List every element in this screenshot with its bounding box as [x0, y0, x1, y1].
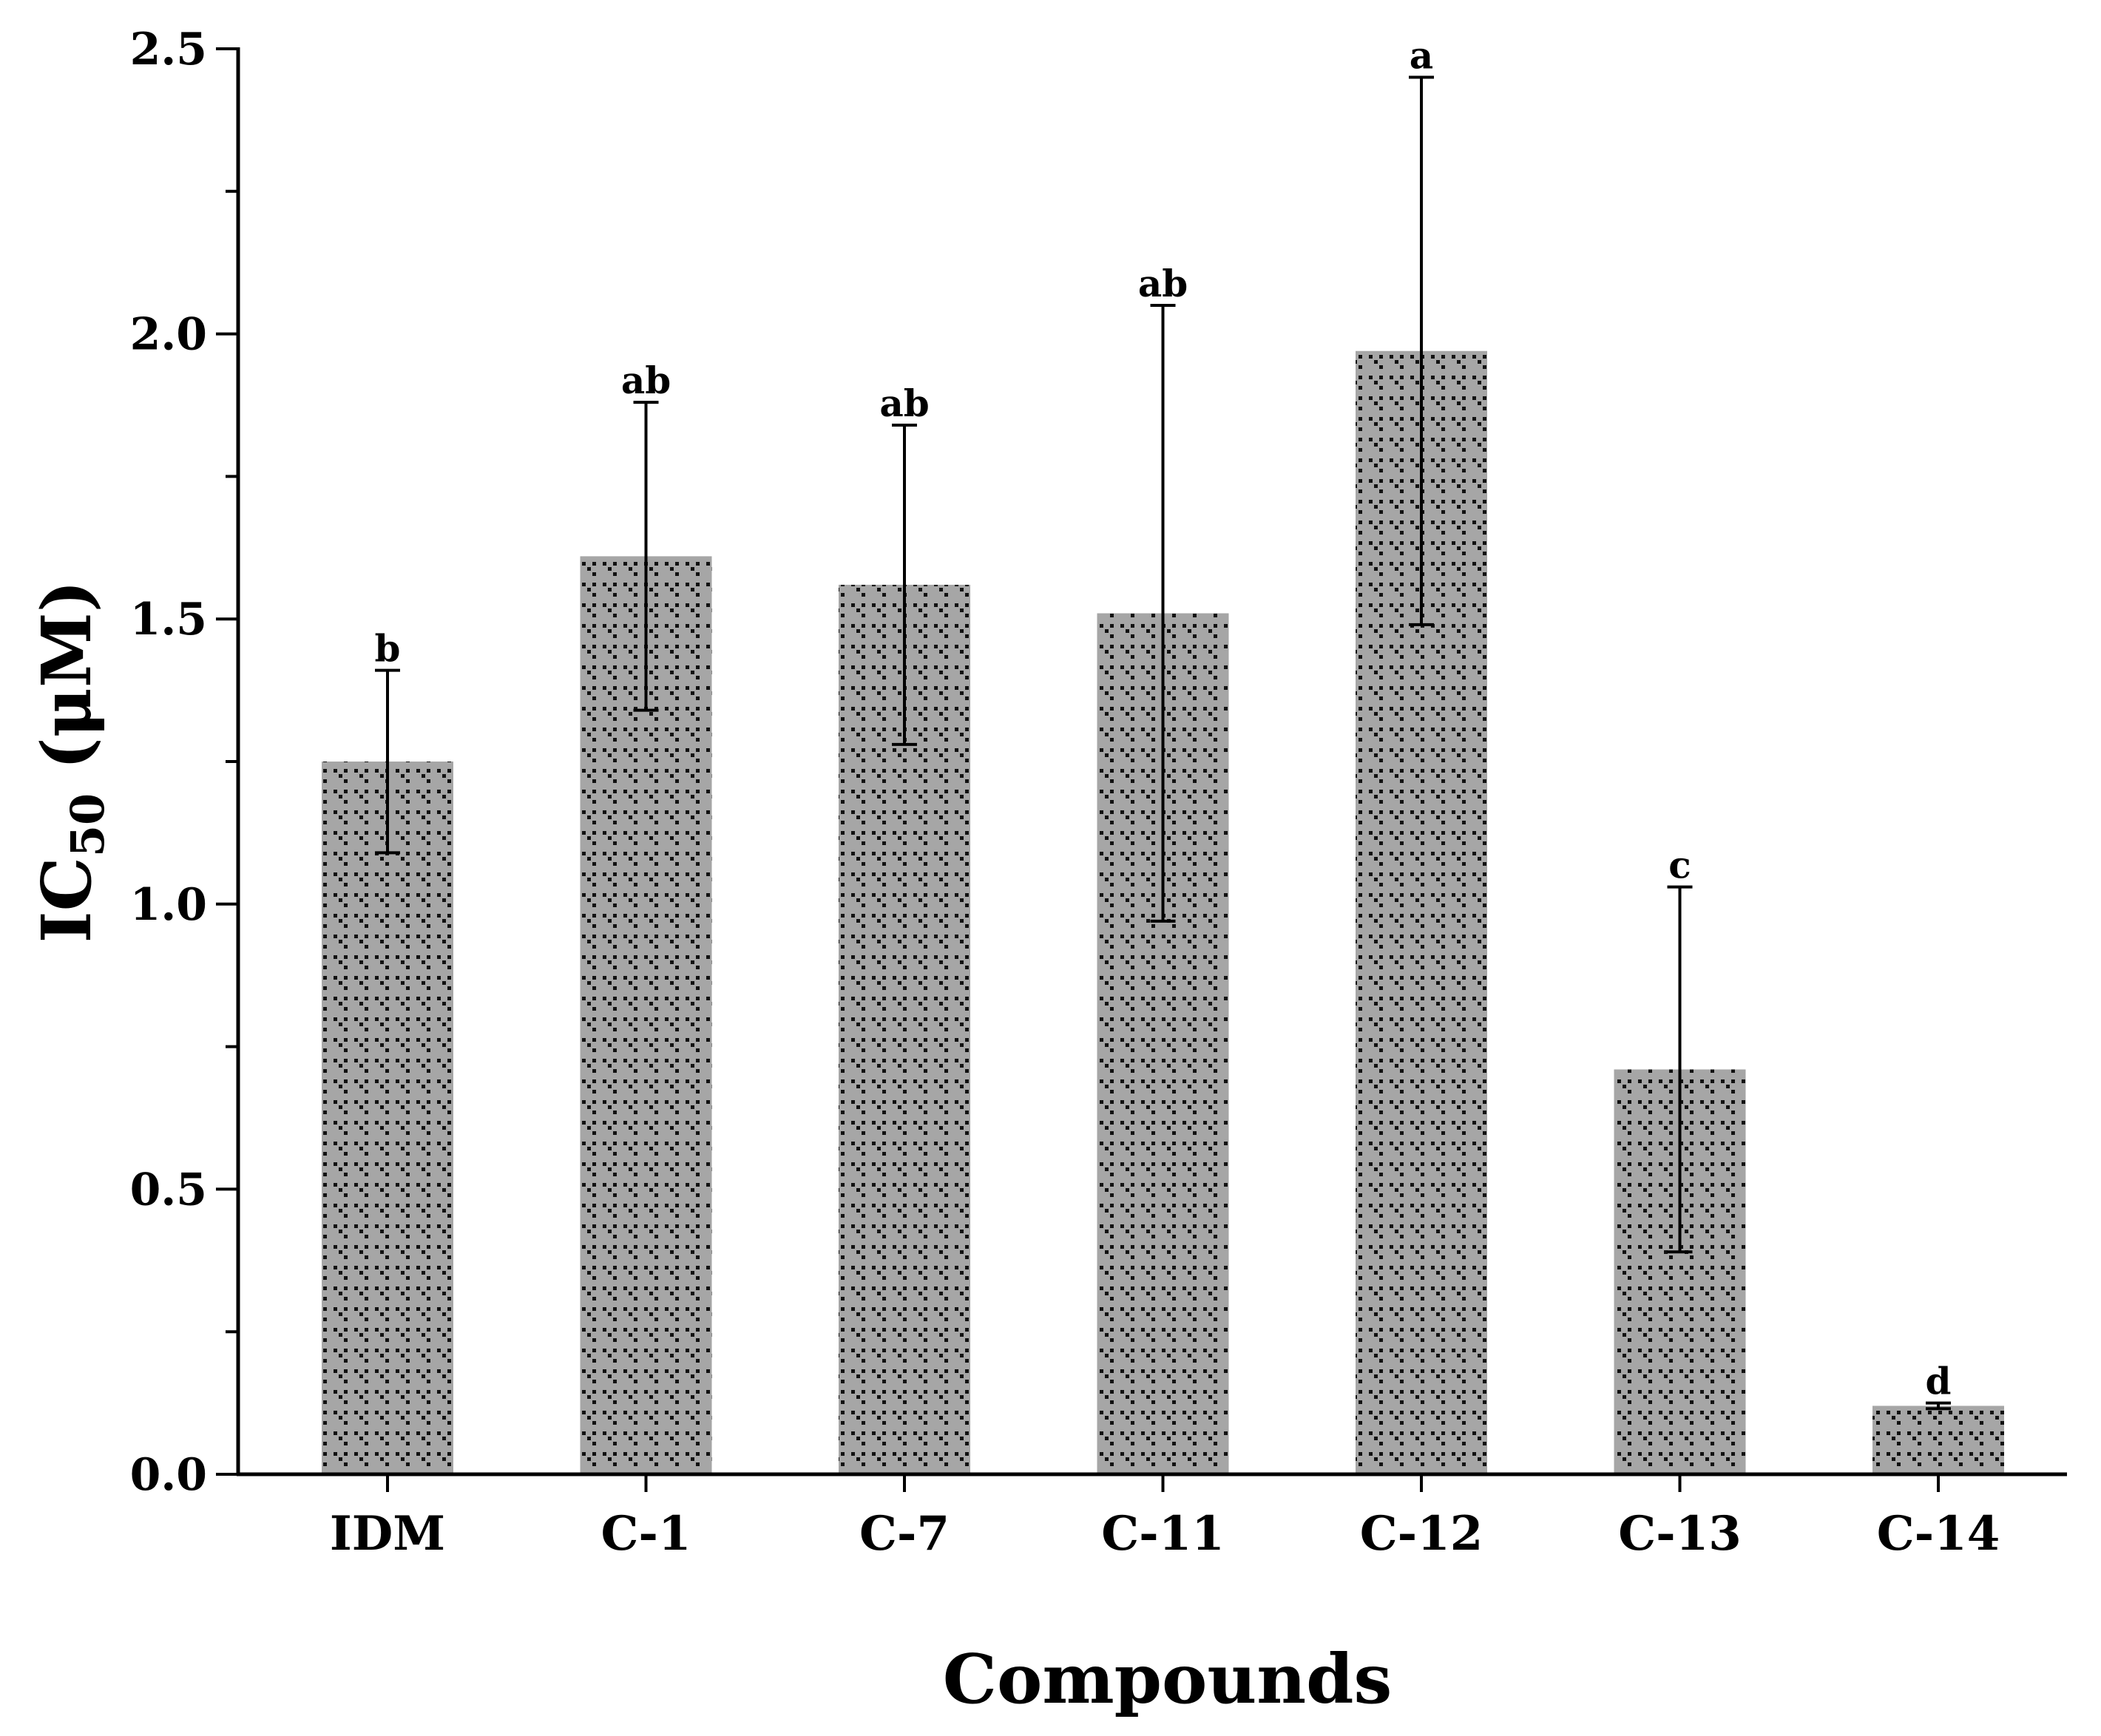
x-category-label: C-12: [1360, 1506, 1483, 1562]
y-tick-label: 2.5: [130, 24, 207, 75]
y-axis-title: IC50 (μM): [27, 580, 115, 943]
significance-label: a: [1410, 34, 1433, 78]
significance-label: c: [1668, 844, 1691, 887]
x-category-label: IDM: [330, 1506, 445, 1562]
x-category-label: C-1: [600, 1506, 691, 1562]
y-tick-label: 0.0: [130, 1449, 207, 1501]
x-category-label: C-14: [1877, 1506, 2000, 1562]
significance-label: ab: [1138, 262, 1188, 305]
axes-group: [216, 47, 2067, 1492]
error-bars-group: [375, 75, 1951, 1411]
bar-idm: [322, 762, 453, 1474]
x-category-label: C-7: [859, 1506, 950, 1562]
labels-group: b ab ab ab a c d 0.0 0.5 1.0 1.5 2.0 2.5 IDM C-1 C-7 C-1…: [27, 24, 2000, 1719]
significance-label: ab: [621, 359, 671, 402]
y-tick-label: 2.0: [130, 309, 207, 361]
y-axis-title-subscript: 50: [61, 793, 115, 857]
y-axis-title-main: IC: [27, 857, 106, 943]
y-tick-label: 1.5: [130, 594, 207, 645]
y-tick-label: 0.5: [130, 1164, 207, 1215]
x-axis-title: Compounds: [943, 1639, 1393, 1719]
y-axis-title-unit: (μM): [27, 580, 106, 793]
significance-label: b: [375, 627, 401, 671]
bar-c-14: [1872, 1406, 2004, 1474]
x-category-label: C-11: [1101, 1506, 1225, 1562]
significance-label: d: [1926, 1360, 1952, 1403]
x-category-label: C-13: [1618, 1506, 1742, 1562]
y-tick-label: 1.0: [130, 879, 207, 931]
significance-label: ab: [879, 382, 929, 425]
